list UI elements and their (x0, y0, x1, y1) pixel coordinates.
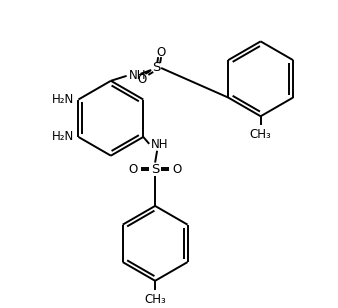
Text: NH: NH (128, 69, 146, 82)
Text: NH: NH (151, 138, 169, 151)
Text: O: O (172, 163, 182, 176)
Text: H₂N: H₂N (52, 93, 74, 106)
Text: S: S (151, 163, 159, 176)
Text: O: O (129, 163, 138, 176)
Text: S: S (152, 62, 160, 75)
Text: CH₃: CH₃ (144, 293, 166, 306)
Text: H₂N: H₂N (52, 131, 74, 144)
Text: O: O (156, 46, 166, 59)
Text: O: O (138, 73, 147, 86)
Text: CH₃: CH₃ (250, 128, 271, 141)
